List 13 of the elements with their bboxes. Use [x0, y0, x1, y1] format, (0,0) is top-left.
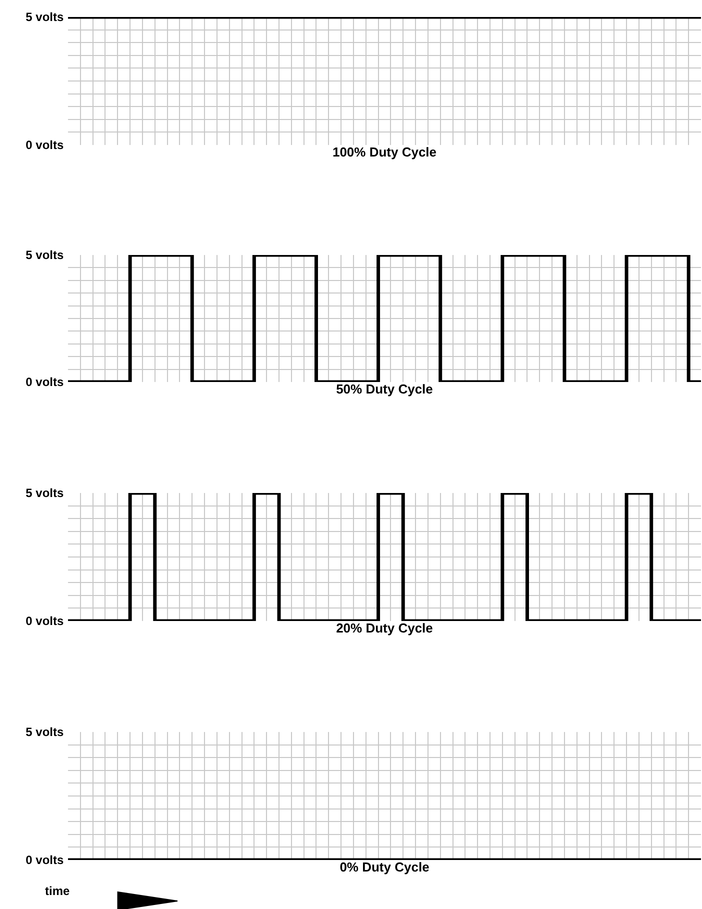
y-tick-label: 5 volts — [26, 486, 64, 500]
x-axis-title: 0% Duty Cycle — [340, 860, 430, 875]
x-axis-title: 20% Duty Cycle — [336, 620, 433, 636]
y-tick-label: 0 volts — [26, 138, 64, 152]
y-tick-label: 5 volts — [26, 248, 64, 262]
y-tick-label: 5 volts — [26, 10, 64, 24]
x-axis-title: 50% Duty Cycle — [336, 382, 433, 397]
y-tick-label: 0 volts — [26, 614, 64, 628]
text: time — [45, 884, 70, 898]
y-tick-label: 0 volts — [26, 853, 64, 868]
y-tick-label: 0 volts — [26, 375, 64, 390]
x-axis-title: 100% Duty Cycle — [332, 144, 437, 160]
y-tick-label: 5 volts — [26, 725, 64, 740]
